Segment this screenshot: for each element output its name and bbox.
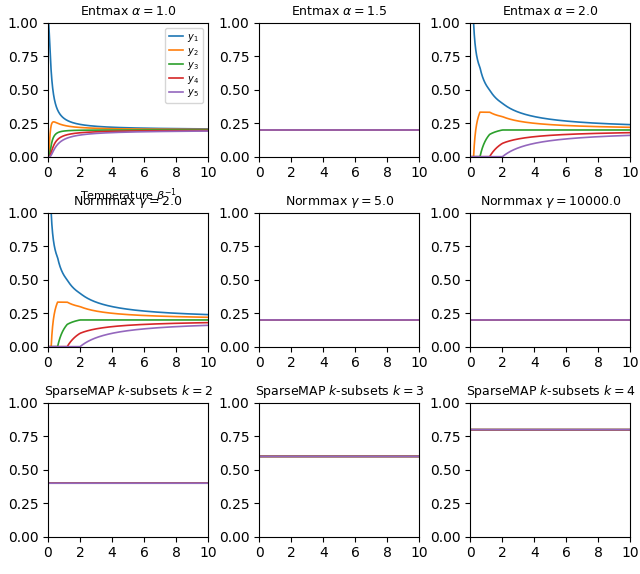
$y_1$	[200, 126, 207, 133]
Line: $y_2$: $y_2$	[48, 122, 208, 157]
$y_1$	[52, 103, 60, 110]
$y_1$	[118, 124, 125, 131]
Title: SparseMAP $k$-subsets $k = 3$: SparseMAP $k$-subsets $k = 3$	[255, 383, 424, 400]
$y_5$	[200, 127, 207, 134]
$y_2$	[50, 118, 58, 125]
$y_1$	[204, 126, 212, 133]
$y_1$	[122, 125, 130, 131]
$y_3$	[200, 126, 207, 133]
$y_1$	[200, 126, 207, 133]
$y_5$	[118, 129, 125, 135]
Line: $y_4$: $y_4$	[48, 130, 208, 157]
Line: $y_5$: $y_5$	[48, 131, 208, 157]
$y_4$	[170, 127, 178, 134]
$y_3$	[52, 130, 60, 137]
Title: Normmax $\gamma = 2.0$: Normmax $\gamma = 2.0$	[74, 193, 182, 210]
Title: Normmax $\gamma = 5.0$: Normmax $\gamma = 5.0$	[285, 193, 394, 210]
Title: SparseMAP $k$-subsets $k = 2$: SparseMAP $k$-subsets $k = 2$	[44, 383, 212, 400]
Line: $y_1$: $y_1$	[48, 23, 208, 129]
$y_4$	[52, 138, 60, 145]
$y_5$	[52, 143, 60, 150]
Title: Entmax $\alpha = 1.5$: Entmax $\alpha = 1.5$	[291, 5, 387, 18]
$y_3$	[118, 127, 125, 134]
$y_5$	[170, 128, 178, 135]
$y_5$	[44, 153, 52, 160]
Title: Normmax $\gamma = 10000.0$: Normmax $\gamma = 10000.0$	[480, 193, 621, 210]
$y_2$	[52, 119, 60, 126]
$y_3$	[170, 126, 178, 133]
$y_1$	[170, 125, 178, 132]
$y_4$	[118, 128, 125, 135]
$y_3$	[44, 153, 52, 160]
$y_2$	[200, 126, 207, 133]
$y_5$	[200, 127, 207, 134]
Title: SparseMAP $k$-subsets $k = 4$: SparseMAP $k$-subsets $k = 4$	[466, 383, 635, 400]
$y_5$	[204, 127, 212, 134]
$y_2$	[122, 126, 130, 133]
$y_4$	[122, 127, 130, 134]
$y_4$	[200, 127, 207, 134]
$y_2$	[44, 153, 52, 160]
$y_2$	[118, 125, 125, 132]
Title: Entmax $\alpha = 2.0$: Entmax $\alpha = 2.0$	[502, 5, 598, 18]
Legend: $y_1$, $y_2$, $y_3$, $y_4$, $y_5$: $y_1$, $y_2$, $y_3$, $y_4$, $y_5$	[165, 28, 203, 103]
$y_4$	[200, 127, 207, 134]
$y_2$	[200, 126, 207, 133]
$y_1$	[44, 20, 52, 26]
$y_3$	[122, 127, 130, 134]
$y_4$	[44, 153, 52, 160]
$y_3$	[200, 126, 207, 133]
$y_4$	[204, 127, 212, 134]
$y_2$	[170, 126, 178, 133]
$y_5$	[122, 129, 130, 135]
Line: $y_3$: $y_3$	[48, 130, 208, 157]
Title: Entmax $\alpha = 1.0$: Entmax $\alpha = 1.0$	[80, 5, 176, 18]
$y_2$	[204, 126, 212, 133]
$y_3$	[204, 126, 212, 133]
X-axis label: Temperature $\beta^{-1}$: Temperature $\beta^{-1}$	[79, 186, 177, 204]
